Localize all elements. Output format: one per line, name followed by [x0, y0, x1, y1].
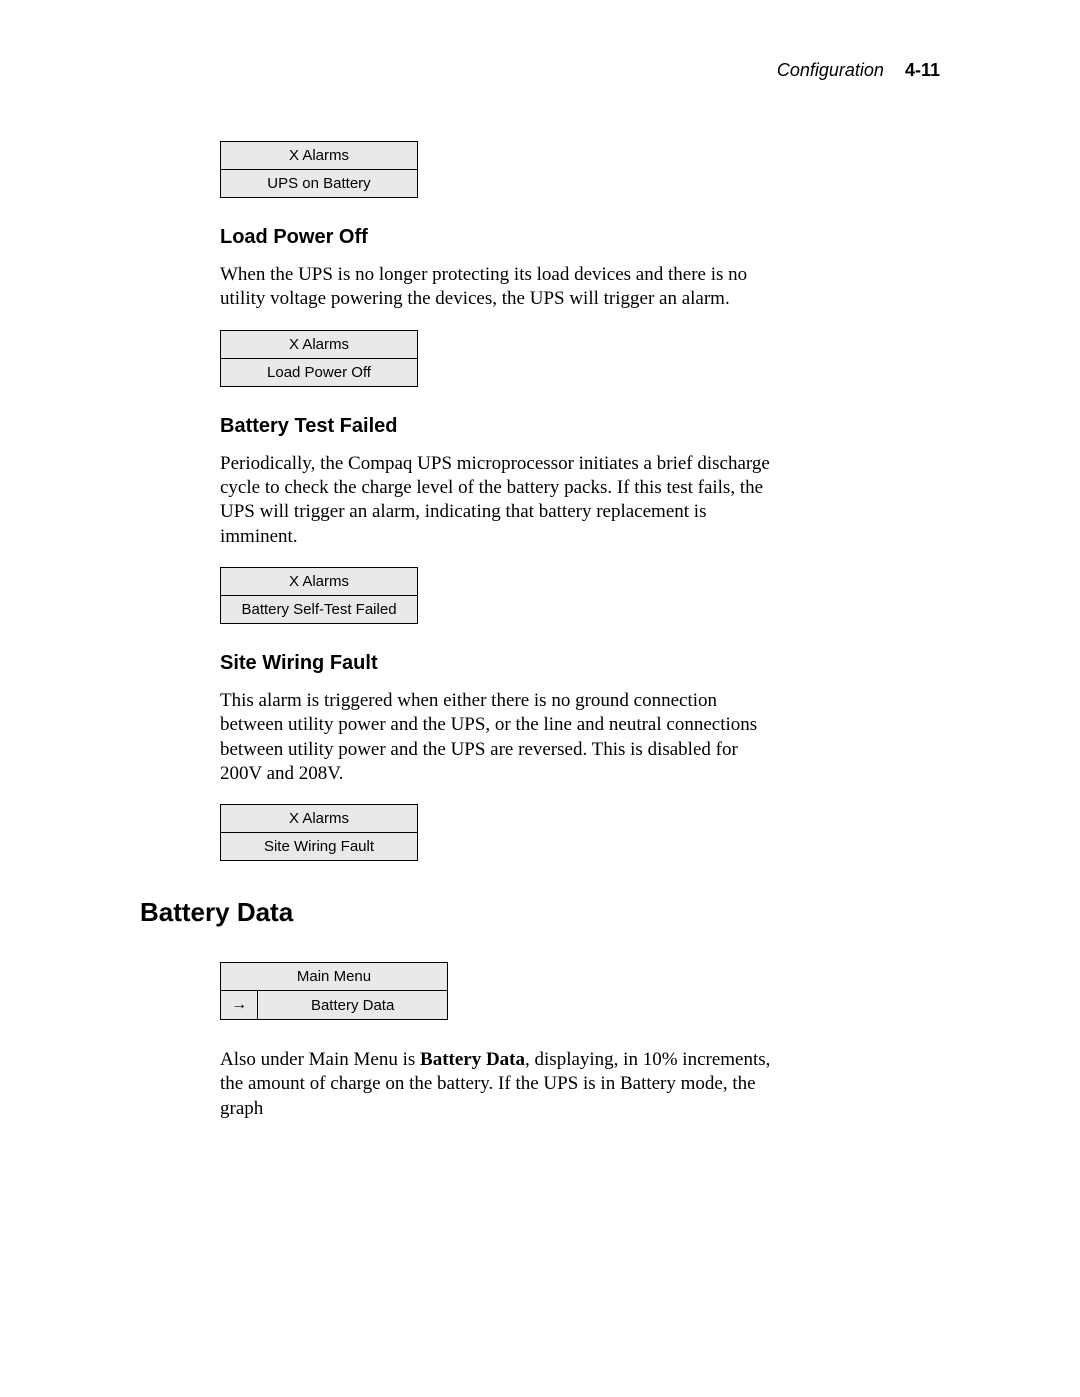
- lcd-row: X Alarms: [221, 330, 418, 358]
- paragraph: Also under Main Menu is Battery Data, di…: [220, 1048, 780, 1121]
- lcd-row: X Alarms: [221, 567, 418, 595]
- lcd-row: Site Wiring Fault: [221, 833, 418, 861]
- lcd-display-main-menu-battery-data: Main Menu → Battery Data: [220, 962, 448, 1020]
- header-page-number: 4-11: [905, 60, 940, 80]
- lcd-display-site-wiring-fault: X Alarms Site Wiring Fault: [220, 804, 418, 861]
- running-header: Configuration 4-11: [140, 60, 940, 81]
- text-bold: Battery Data: [420, 1049, 525, 1070]
- heading-battery-data: Battery Data: [140, 897, 940, 928]
- arrow-right-icon: →: [221, 991, 258, 1020]
- lcd-row: Main Menu: [221, 963, 448, 991]
- paragraph: Periodically, the Compaq UPS microproces…: [220, 452, 780, 549]
- lcd-row: Battery Self-Test Failed: [221, 595, 418, 623]
- lcd-row: Load Power Off: [221, 358, 418, 386]
- lcd-display-load-power-off: X Alarms Load Power Off: [220, 330, 418, 387]
- header-section: Configuration: [777, 60, 884, 80]
- lcd-row: Battery Data: [258, 991, 448, 1020]
- page: Configuration 4-11 X Alarms UPS on Batte…: [0, 0, 1080, 1397]
- content: Main Menu → Battery Data Also under Main…: [220, 962, 940, 1121]
- lcd-row: X Alarms: [221, 805, 418, 833]
- content: X Alarms UPS on Battery Load Power Off W…: [220, 141, 940, 861]
- heading-load-power-off: Load Power Off: [220, 226, 940, 249]
- paragraph: This alarm is triggered when either ther…: [220, 689, 780, 786]
- lcd-row: X Alarms: [221, 142, 418, 170]
- text: Also under Main Menu is: [220, 1049, 420, 1070]
- paragraph: When the UPS is no longer protecting its…: [220, 263, 780, 312]
- heading-site-wiring-fault: Site Wiring Fault: [220, 652, 940, 675]
- lcd-display-ups-on-battery: X Alarms UPS on Battery: [220, 141, 418, 198]
- lcd-display-battery-self-test-failed: X Alarms Battery Self-Test Failed: [220, 567, 418, 624]
- lcd-row: UPS on Battery: [221, 170, 418, 198]
- heading-battery-test-failed: Battery Test Failed: [220, 415, 940, 438]
